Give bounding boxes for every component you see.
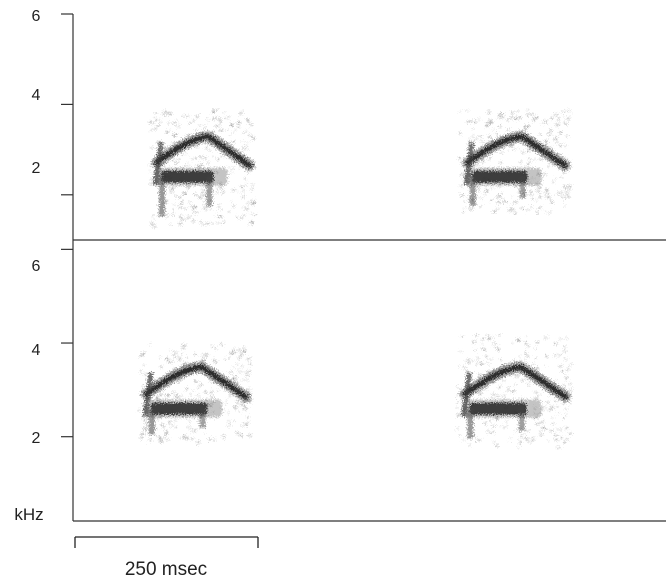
top-ytick-label-4: 4 (32, 87, 41, 104)
call-top-1 (148, 109, 257, 229)
call-bottom-2 (456, 334, 573, 449)
call-top-2 (458, 109, 572, 215)
bottom-ytick-label-2: 2 (32, 430, 41, 447)
time-scale-label: 250 msec (125, 559, 207, 579)
top-ytick-label-6: 6 (32, 8, 41, 25)
panel-top (61, 13, 572, 240)
call-bottom-1 (137, 343, 253, 444)
bottom-ytick-label-4: 4 (32, 342, 41, 359)
top-ytick-label-2: 2 (32, 160, 41, 177)
y-unit-label: kHz (14, 505, 43, 524)
panel-bottom (61, 240, 573, 521)
bottom-ytick-label-6: 6 (32, 258, 41, 275)
time-scale-bar (74, 536, 259, 548)
